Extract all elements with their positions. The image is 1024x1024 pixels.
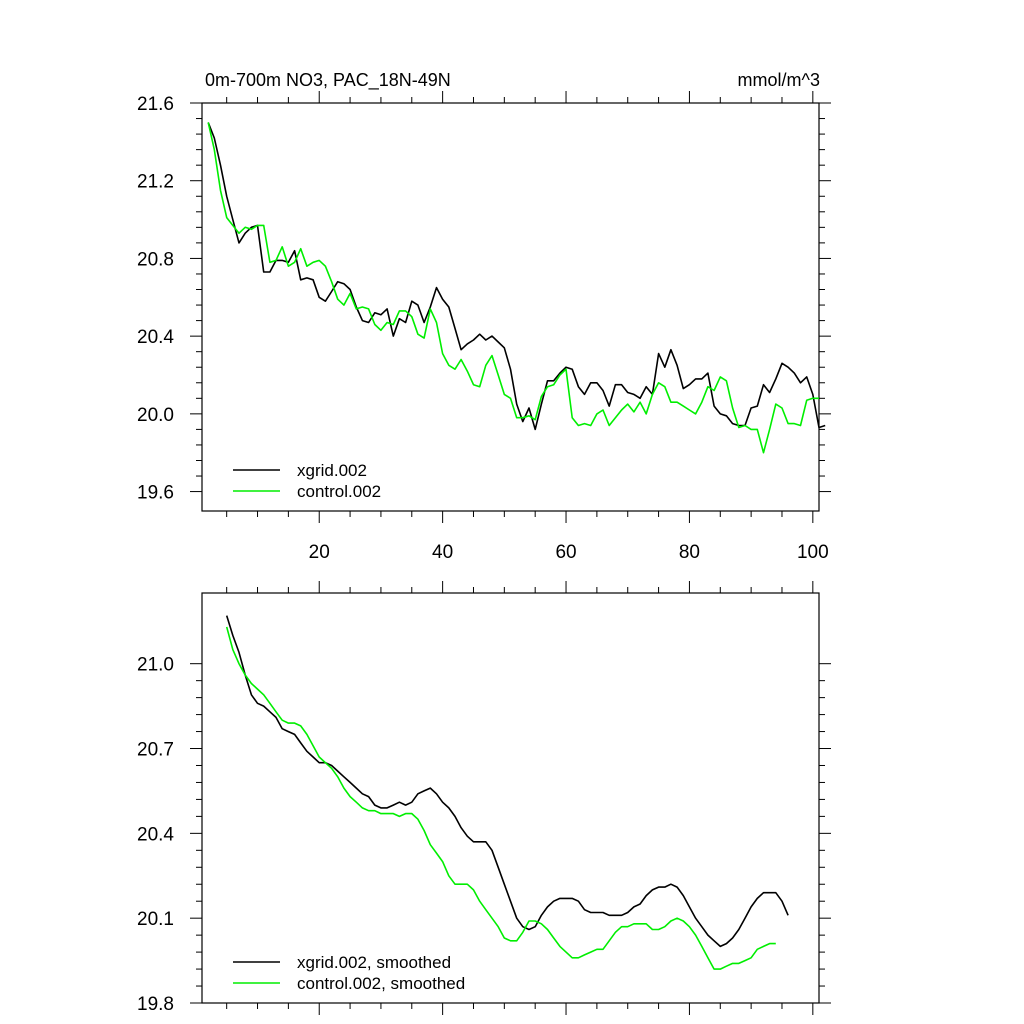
bottom-panel-ticks: 19.8 20.1 20.4 20.7 21.0 [137, 581, 831, 1015]
x-tick-label: 20 [309, 542, 330, 563]
y-tick-label: 20.7 [137, 740, 174, 761]
y-tick-label: 20.4 [137, 824, 174, 845]
top-panel-series [207, 122, 826, 454]
x-tick-label: 80 [679, 542, 700, 563]
legend-label-control-smoothed: control.002, smoothed [297, 974, 465, 993]
y-tick-label: 21.0 [137, 655, 174, 676]
top-panel-title: 0m-700m NO3, PAC_18N-49N [205, 70, 451, 91]
bottom-plot-frame [201, 592, 820, 1004]
bottom-legend: xgrid.002, smoothed control.002, smoothe… [233, 953, 465, 993]
legend-label-control: control.002 [297, 482, 381, 501]
y-tick-label: 21.6 [137, 94, 174, 115]
y-tick-label: 20.4 [137, 327, 174, 348]
top-panel-units: mmol/m^3 [738, 70, 820, 90]
bottom-panel: 19.8 20.1 20.4 20.7 21.0 xgrid.002, smoothed… [137, 581, 831, 1015]
y-tick-label: 19.8 [137, 994, 174, 1015]
legend-label-xgrid: xgrid.002 [297, 461, 367, 480]
y-tick-label: 21.2 [137, 172, 174, 193]
control-series-line [207, 122, 819, 454]
legend-label-xgrid-smoothed: xgrid.002, smoothed [297, 953, 451, 972]
y-tick-label: 19.6 [137, 483, 174, 504]
x-tick-label: 60 [555, 542, 576, 563]
y-tick-label: 20.0 [137, 405, 174, 426]
bottom-panel-series [225, 615, 789, 970]
y-tick-label: 20.1 [137, 909, 174, 930]
top-legend: xgrid.002 control.002 [233, 461, 381, 501]
xgrid-series-line [207, 122, 826, 431]
top-plot-frame [201, 102, 820, 512]
xgrid-series-line [225, 615, 789, 948]
x-tick-label: 40 [432, 542, 453, 563]
top-panel-ticks: 20 40 60 80 100 19.6 20.0 20.4 20.8 21.2 21.6 [137, 91, 831, 563]
control-series-line [225, 626, 776, 970]
x-tick-label: 100 [797, 542, 829, 563]
y-tick-label: 20.8 [137, 249, 174, 270]
top-panel: 0m-700m NO3, PAC_18N-49N mmol/m^3 20 40 60… [137, 70, 831, 563]
